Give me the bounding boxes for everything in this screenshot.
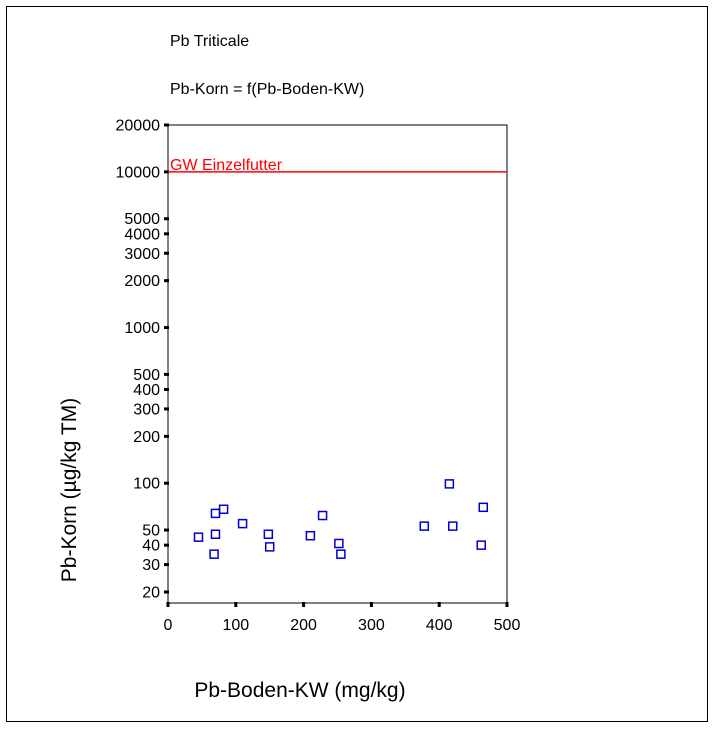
data-point: [334, 538, 344, 549]
x-tick-label: 300: [358, 617, 385, 634]
y-tick-label: 50: [142, 523, 160, 540]
data-point: [237, 518, 248, 529]
x-tick-label: 100: [222, 617, 249, 634]
y-tick-label: 10000: [116, 164, 161, 181]
x-tick-label: 0: [164, 617, 173, 634]
plot-area: [167, 124, 508, 604]
y-tick-label: 1000: [124, 320, 160, 337]
y-tick-label: 40: [142, 538, 160, 555]
y-tick-label: 3000: [124, 246, 160, 263]
data-point: [336, 549, 346, 559]
y-tick-label: 200: [133, 429, 160, 446]
data-point: [210, 529, 221, 539]
y-tick-label: 4000: [124, 226, 160, 243]
data-point: [210, 508, 221, 519]
y-tick-label: 5000: [124, 211, 160, 228]
data-point: [305, 530, 316, 541]
y-tick-label: 400: [133, 382, 160, 399]
data-point: [317, 510, 328, 521]
reference-line-group: GW Einzelfutter: [168, 157, 507, 174]
y-tick-label: 500: [133, 367, 160, 384]
chart-title: Pb Triticale: [170, 33, 249, 50]
data-point: [476, 540, 486, 550]
data-points: [193, 479, 489, 559]
data-point: [478, 502, 489, 513]
data-point: [218, 504, 229, 515]
chart-subtitle: Pb-Korn = f(Pb-Boden-KW): [170, 81, 364, 98]
y-tick-label: 300: [133, 401, 160, 418]
y-axis-label: Pb-Korn (µg/kg TM): [58, 398, 81, 582]
data-point: [193, 532, 204, 542]
data-point: [209, 549, 219, 559]
x-tick-label: 400: [426, 617, 453, 634]
y-tick-label: 20: [142, 585, 160, 602]
data-point: [444, 479, 455, 489]
x-axis: 0 100 200 300 400 500: [164, 602, 521, 634]
chart-frame: [6, 6, 708, 722]
y-tick-label: 100: [133, 476, 160, 493]
y-tick-label: 20000: [116, 118, 161, 135]
x-tick-label: 500: [494, 617, 521, 634]
x-axis-label: Pb-Boden-KW (mg/kg): [194, 679, 405, 702]
y-tick-label: 2000: [124, 273, 160, 290]
x-tick-label: 200: [290, 617, 317, 634]
data-point: [263, 529, 274, 539]
reference-line-label: GW Einzelfutter: [170, 157, 283, 174]
data-point: [448, 521, 458, 531]
y-tick-label: 30: [142, 557, 160, 574]
data-point: [264, 542, 275, 552]
data-point: [419, 521, 430, 531]
